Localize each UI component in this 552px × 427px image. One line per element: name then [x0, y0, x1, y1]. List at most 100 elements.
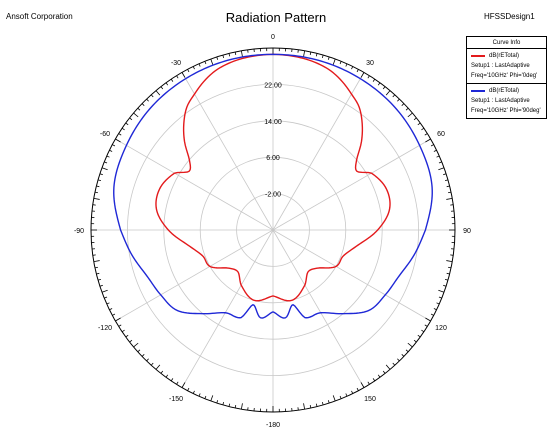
- angle-tick: [339, 61, 342, 65]
- design-name: HFSSDesign1: [484, 12, 535, 21]
- angle-tick: [372, 378, 376, 382]
- angle-tick: [216, 56, 219, 60]
- angle-tick: [181, 72, 186, 78]
- angle-tick: [424, 133, 428, 136]
- angle-tick: [125, 334, 129, 338]
- angle-tick: [241, 50, 243, 57]
- angle-tick: [356, 69, 359, 73]
- angle-tick: [93, 198, 100, 200]
- angle-label: 0: [271, 34, 275, 41]
- angle-tick: [160, 370, 164, 374]
- radial-tick-label: 14.00: [264, 119, 282, 126]
- legend-entry[interactable]: dB(rETotal) Setup1 : LastAdaptive Freq='…: [467, 49, 546, 83]
- angle-tick: [367, 75, 370, 79]
- angle-tick: [356, 387, 359, 391]
- angle-tick: [377, 374, 381, 378]
- legend-title: Curve Info: [467, 37, 546, 49]
- angle-tick: [309, 51, 312, 55]
- angle-tick: [351, 66, 354, 70]
- grid-spoke: [181, 72, 274, 231]
- angle-tick: [448, 191, 452, 194]
- angle-tick: [165, 374, 169, 378]
- angle-tick: [101, 167, 108, 171]
- angle-tick: [187, 69, 190, 73]
- angle-tick: [438, 289, 445, 293]
- angle-tick: [417, 122, 421, 126]
- legend-entry[interactable]: dB(rETotal) Setup1 : LastAdaptive Freq='…: [467, 83, 546, 118]
- angle-tick: [101, 289, 108, 293]
- angle-tick: [433, 308, 437, 311]
- angle-label: 90: [463, 228, 471, 235]
- angle-label: -30: [171, 60, 181, 67]
- angle-tick: [198, 63, 201, 67]
- angle-tick: [112, 313, 116, 316]
- angle-tick: [315, 53, 318, 57]
- angle-tick: [97, 179, 102, 182]
- angle-tick: [417, 334, 421, 338]
- legend-setup: Setup1 : LastAdaptive: [471, 63, 530, 69]
- angle-tick: [436, 155, 440, 158]
- angle-tick: [192, 390, 195, 394]
- angle-tick: [309, 405, 312, 409]
- angle-tick: [115, 138, 121, 143]
- angle-tick: [360, 382, 365, 388]
- grid-spoke: [272, 229, 431, 322]
- angle-tick: [425, 138, 431, 143]
- angle-label: -60: [100, 131, 110, 138]
- angle-label: 30: [366, 60, 374, 67]
- angle-tick: [351, 390, 354, 394]
- legend-swatch: [471, 55, 485, 57]
- angle-tick: [99, 284, 103, 287]
- company-label: Ansoft Corporation: [6, 12, 73, 21]
- angle-tick: [438, 296, 442, 299]
- series-line: [113, 53, 433, 319]
- angle-tick: [443, 284, 447, 287]
- angle-tick: [141, 103, 145, 106]
- angle-tick: [181, 382, 186, 388]
- angle-tick: [321, 54, 324, 59]
- grid-spoke: [272, 229, 365, 388]
- angle-tick: [405, 107, 409, 111]
- angle-tick: [106, 155, 110, 158]
- angle-tick: [385, 364, 391, 370]
- angle-tick: [234, 51, 237, 55]
- angle-tick: [339, 395, 342, 399]
- angle-tick: [155, 364, 161, 370]
- angle-tick: [118, 133, 122, 136]
- angle-tick: [430, 144, 434, 147]
- angle-tick: [241, 403, 243, 410]
- angle-tick: [234, 405, 237, 409]
- angle-tick: [321, 401, 324, 406]
- angle-tick: [413, 117, 417, 121]
- angle-tick: [121, 127, 125, 131]
- angle-tick: [165, 82, 169, 86]
- angle-tick: [392, 362, 396, 366]
- legend-quantity: dB(rETotal): [489, 53, 520, 59]
- angle-tick: [118, 324, 122, 327]
- angle-tick: [413, 339, 417, 343]
- angle-tick: [204, 61, 207, 65]
- legend[interactable]: Curve Info dB(rETotal) Setup1 : LastAdap…: [466, 36, 547, 119]
- angle-tick: [382, 370, 386, 374]
- angle-tick: [377, 82, 381, 86]
- angle-tick: [430, 313, 434, 316]
- angle-tick: [448, 266, 452, 269]
- angle-tick: [397, 358, 400, 362]
- chart-title: Radiation Pattern: [225, 10, 327, 25]
- angle-tick: [327, 400, 330, 404]
- legend-setup: Setup1 : LastAdaptive: [471, 98, 530, 104]
- angle-tick: [99, 173, 103, 176]
- angle-tick: [436, 302, 440, 305]
- angle-tick: [176, 381, 179, 385]
- angle-tick: [170, 378, 174, 382]
- angle-tick: [443, 173, 447, 176]
- angle-tick: [210, 395, 214, 402]
- angle-tick: [332, 58, 336, 65]
- angle-tick: [433, 149, 437, 152]
- angle-tick: [222, 401, 225, 406]
- angle-tick: [109, 149, 113, 152]
- angle-tick: [438, 161, 442, 164]
- radial-tick-label: 6.00: [266, 155, 280, 162]
- angle-tick: [137, 349, 141, 353]
